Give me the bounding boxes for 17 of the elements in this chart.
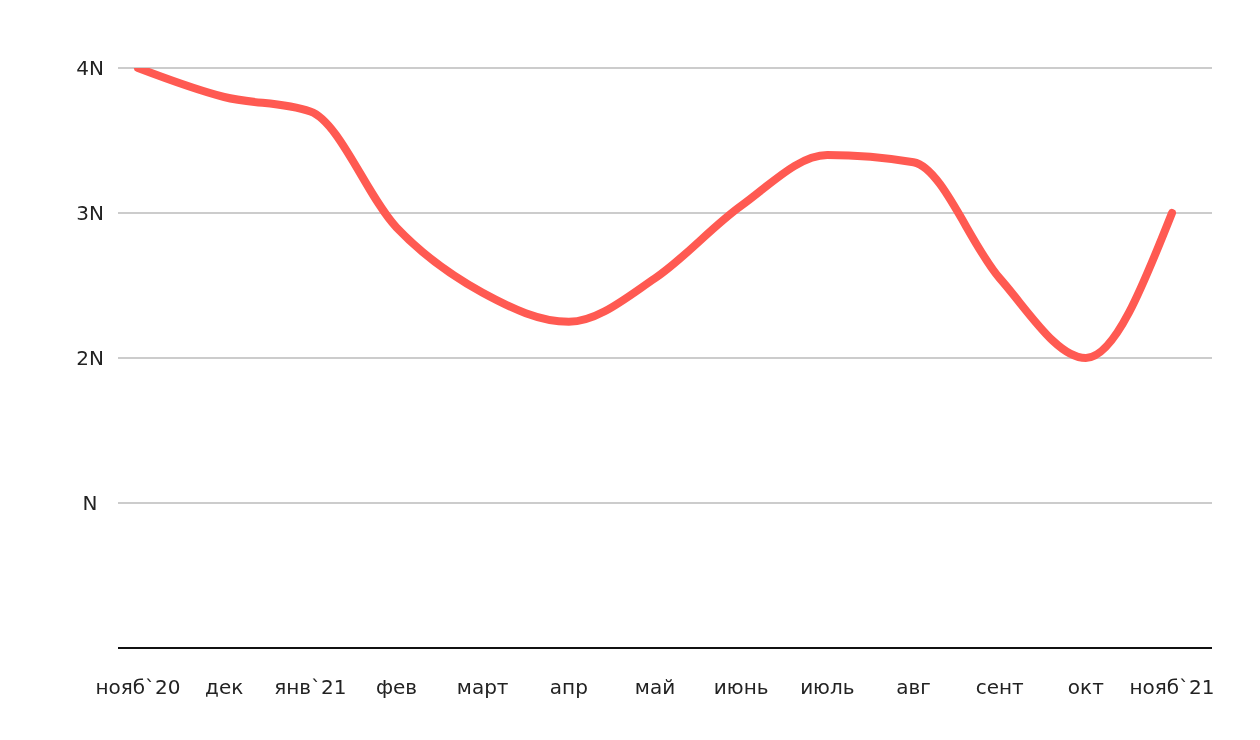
x-tick-label: март	[456, 675, 509, 700]
x-tick-label: июль	[800, 675, 855, 700]
x-tick-label: фев	[375, 675, 418, 700]
y-tick-label: 4N	[76, 56, 104, 81]
x-tick-label: июнь	[713, 675, 769, 700]
y-tick-label: 3N	[76, 201, 104, 226]
x-tick-label: май	[634, 675, 676, 700]
x-tick-label: нояб`20	[95, 675, 181, 700]
x-tick-label: окт	[1067, 675, 1105, 700]
y-tick-label: N	[82, 491, 98, 516]
y-tick-label: 2N	[76, 346, 104, 371]
x-tick-label: сент	[975, 675, 1025, 700]
x-tick-label: янв`21	[274, 675, 347, 700]
x-tick-label: дек	[205, 675, 244, 700]
x-tick-label: авг	[896, 675, 931, 700]
x-tick-label: нояб`21	[1129, 675, 1215, 700]
x-tick-label: апр	[549, 675, 588, 700]
